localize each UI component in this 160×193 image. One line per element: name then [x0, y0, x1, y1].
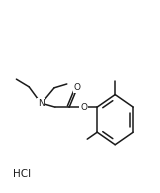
Text: O: O [80, 103, 87, 112]
Text: HCl: HCl [13, 169, 31, 179]
Text: N: N [38, 99, 45, 108]
Text: O: O [74, 83, 81, 92]
